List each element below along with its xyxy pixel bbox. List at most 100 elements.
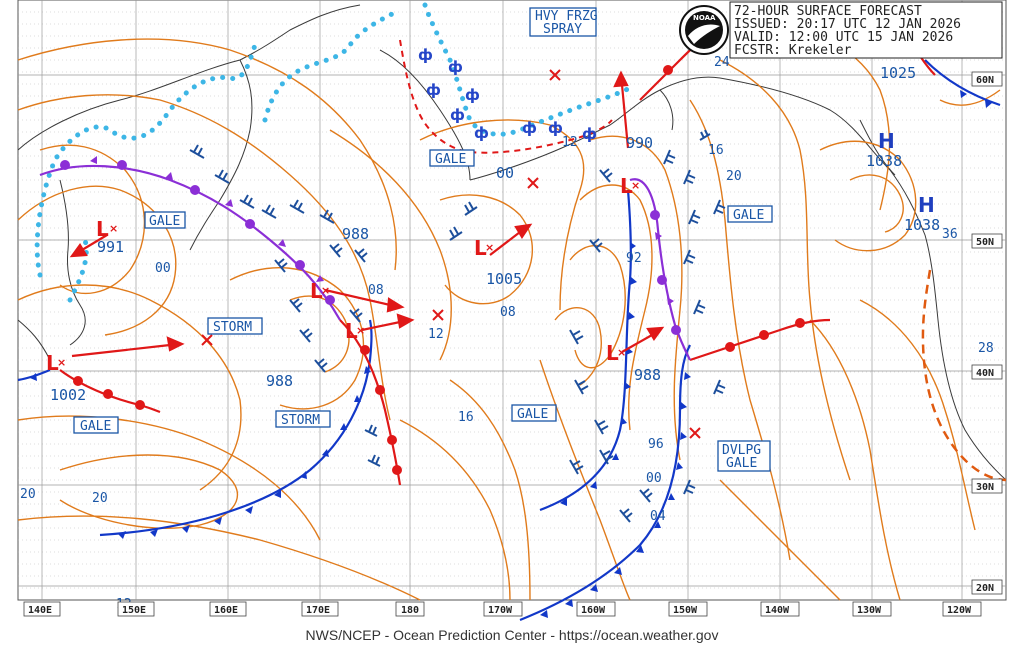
svg-text:×: × bbox=[631, 179, 640, 192]
svg-text:L: L bbox=[606, 341, 619, 365]
svg-text:DVLPG: DVLPG bbox=[722, 443, 761, 458]
svg-text:ф: ф bbox=[426, 81, 441, 99]
freezing-spray-area bbox=[399, 39, 613, 154]
isobar-label: 16 bbox=[458, 410, 474, 425]
pressure-low-gulf: 990 bbox=[626, 134, 653, 152]
pressure-high-ak: 1025 bbox=[880, 64, 916, 82]
warning-gale-east: GALE bbox=[727, 205, 773, 223]
svg-text:STORM: STORM bbox=[281, 413, 320, 428]
svg-text:HVY FRZG: HVY FRZG bbox=[535, 9, 598, 24]
isobar-label: 20 bbox=[726, 169, 742, 184]
isobar-label: 00 bbox=[646, 471, 662, 486]
isobar-label: 16 bbox=[708, 143, 724, 158]
isobar-label: 20 bbox=[92, 491, 108, 506]
svg-text:L: L bbox=[96, 217, 109, 241]
svg-text:ф: ф bbox=[450, 106, 465, 124]
lat-label: 50N bbox=[976, 237, 994, 248]
lon-label: 160W bbox=[581, 605, 606, 616]
wind-barbs bbox=[189, 129, 726, 523]
svg-text:ф: ф bbox=[418, 46, 433, 64]
isobar-label: 28 bbox=[978, 341, 994, 356]
svg-text:GALE: GALE bbox=[517, 407, 548, 422]
svg-text:ф: ф bbox=[448, 58, 463, 76]
pressure-low-aleutian: 1005 bbox=[486, 270, 522, 288]
svg-text:L: L bbox=[474, 236, 487, 260]
warning-storm-west: STORM bbox=[207, 317, 263, 335]
svg-text:×: × bbox=[321, 284, 330, 297]
isobar-label: 12 bbox=[562, 135, 578, 150]
low-centers: L × L× L× L× L× L× L× bbox=[46, 174, 640, 375]
pressure-values: 991 1002 988 988 1005 990 988 1038 1038 … bbox=[50, 64, 940, 404]
pressure-low-east: 988 bbox=[634, 366, 661, 384]
isobar-label: 08 bbox=[368, 283, 384, 298]
lat-label: 40N bbox=[976, 368, 994, 379]
header-title: 72-HOUR SURFACE FORECAST bbox=[734, 4, 922, 19]
warning-storm-center: STORM bbox=[275, 410, 331, 428]
latitude-labels: 60N 50N 40N 30N 20N bbox=[971, 71, 1003, 595]
pressure-high-bc2: 1038 bbox=[904, 216, 940, 234]
lat-label: 30N bbox=[976, 482, 994, 493]
svg-text:×: × bbox=[57, 356, 66, 369]
ice-edge bbox=[34, 2, 633, 303]
svg-text:L: L bbox=[46, 351, 59, 375]
isobar-labels: 00 08 12 08 16 00 92 96 00 04 16 20 24 3… bbox=[20, 55, 994, 612]
lon-label: 180 bbox=[401, 605, 419, 616]
footer-credit: NWS/NCEP - Ocean Prediction Center - htt… bbox=[306, 627, 719, 643]
lon-label: 140E bbox=[28, 605, 52, 616]
pressure-high-bc: 1038 bbox=[866, 152, 902, 170]
svg-text:ф: ф bbox=[548, 119, 563, 137]
noaa-logo-text: NOAA bbox=[693, 14, 716, 22]
longitude-labels: 140E 150E 160E 170E 180 170W 160W 150W 1… bbox=[23, 601, 982, 617]
lon-label: 150E bbox=[122, 605, 146, 616]
storm-motion-arrows bbox=[69, 70, 665, 358]
svg-text:×: × bbox=[356, 324, 365, 337]
isobar-label: 96 bbox=[648, 437, 664, 452]
header-valid: VALID: 12:00 UTC 15 JAN 2026 bbox=[734, 30, 953, 45]
pressure-low-bering: 988 bbox=[342, 225, 369, 243]
lon-label: 130W bbox=[857, 605, 882, 616]
graticule bbox=[18, 0, 1006, 600]
svg-text:SPRAY: SPRAY bbox=[543, 22, 582, 37]
svg-text:L: L bbox=[620, 174, 633, 198]
warning-dvlpg-gale: DVLPG GALE bbox=[717, 440, 771, 472]
forecast-header: 72-HOUR SURFACE FORECAST ISSUED: 20:17 U… bbox=[729, 1, 1003, 59]
lon-label: 170E bbox=[306, 605, 330, 616]
isobar-label: 20 bbox=[20, 487, 36, 502]
isobar-label: 08 bbox=[500, 305, 516, 320]
isobars bbox=[17, 19, 1001, 601]
isobar-label: 00 bbox=[496, 164, 514, 182]
svg-text:ф: ф bbox=[465, 86, 480, 104]
high-centers: H H bbox=[878, 129, 935, 217]
isobar-label: 24 bbox=[714, 55, 730, 70]
lon-label: 120W bbox=[947, 605, 972, 616]
svg-text:H: H bbox=[918, 193, 935, 217]
warning-gale-bering: GALE bbox=[429, 149, 475, 167]
lon-label: 140W bbox=[765, 605, 790, 616]
warning-hvy-frzg-spray: HVY FRZG SPRAY bbox=[529, 7, 598, 37]
svg-text:H: H bbox=[878, 129, 895, 153]
warning-labels: HVY FRZG SPRAY GALE GALE STORM STORM GAL… bbox=[73, 7, 773, 472]
pressure-low-japan: 1002 bbox=[50, 386, 86, 404]
svg-text:ф: ф bbox=[582, 125, 597, 143]
svg-text:L: L bbox=[310, 279, 323, 303]
lon-label: 150W bbox=[673, 605, 698, 616]
svg-text:GALE: GALE bbox=[726, 456, 757, 471]
svg-text:L: L bbox=[345, 319, 358, 343]
lon-label: 170W bbox=[488, 605, 513, 616]
pressure-low-west: 988 bbox=[266, 372, 293, 390]
header-forecaster: FCSTR: Krekeler bbox=[734, 43, 852, 58]
lon-label: 160E bbox=[214, 605, 238, 616]
lat-label: 20N bbox=[976, 583, 994, 594]
header-issued: ISSUED: 20:17 UTC 12 JAN 2026 bbox=[734, 17, 961, 32]
lat-label: 60N bbox=[976, 75, 994, 86]
svg-text:GALE: GALE bbox=[733, 208, 764, 223]
svg-text:STORM: STORM bbox=[213, 320, 252, 335]
warning-gale-japan: GALE bbox=[73, 416, 119, 434]
svg-text:ф: ф bbox=[474, 124, 489, 142]
isobar-label: 92 bbox=[626, 251, 642, 266]
isobar-label: 12 bbox=[428, 327, 444, 342]
isobar-label: 00 bbox=[155, 261, 171, 276]
noaa-logo: NOAA bbox=[679, 5, 729, 55]
